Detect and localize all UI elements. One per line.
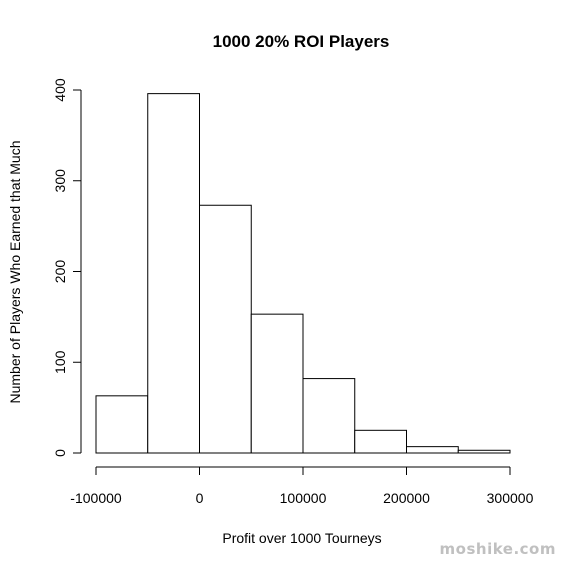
histogram-bar-0 [95,395,149,454]
histogram-bar-2 [199,204,252,454]
x-tick-label-2: 100000 [280,490,327,506]
x-tick-label-1: 0 [196,490,204,506]
y-axis: 0 100 200 300 400 [52,78,82,457]
x-tick-label-0: -100000 [70,490,122,506]
x-axis-label: Profit over 1000 Tourneys [222,530,381,546]
y-tick-label-1: 100 [52,350,68,374]
x-axis: -100000 0 100000 200000 300000 [70,466,534,506]
x-tick-label-3: 200000 [383,490,430,506]
bars-layer [95,93,511,454]
chart-title: 1000 20% ROI Players [213,32,390,51]
histogram-bar-3 [250,313,304,454]
histogram-bar-4 [302,378,356,454]
histogram-bar-5 [354,429,407,454]
y-tick-label-3: 300 [52,169,68,193]
x-tick-label-4: 300000 [487,490,534,506]
histogram-bar-7 [457,449,511,454]
y-axis-label: Number of Players Who Earned that Much [7,140,23,403]
histogram-bar-6 [406,446,459,454]
y-tick-label-4: 400 [52,78,68,102]
watermark-text: moshike.com [440,540,556,558]
y-tick-label-0: 0 [52,449,68,457]
histogram-bar-1 [147,93,200,454]
y-tick-label-2: 200 [52,260,68,284]
